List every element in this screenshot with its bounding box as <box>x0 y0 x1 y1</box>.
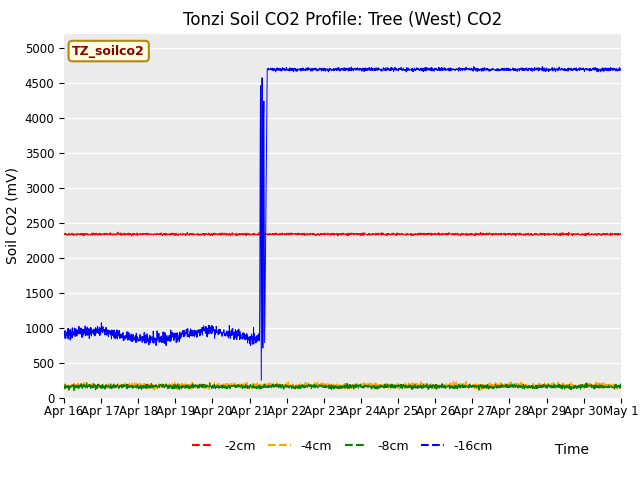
Title: Tonzi Soil CO2 Profile: Tree (West) CO2: Tonzi Soil CO2 Profile: Tree (West) CO2 <box>183 11 502 29</box>
Legend: -2cm, -4cm, -8cm, -16cm: -2cm, -4cm, -8cm, -16cm <box>187 435 498 458</box>
Y-axis label: Soil CO2 (mV): Soil CO2 (mV) <box>5 168 19 264</box>
Text: Time: Time <box>555 443 589 456</box>
Text: TZ_soilco2: TZ_soilco2 <box>72 45 145 58</box>
